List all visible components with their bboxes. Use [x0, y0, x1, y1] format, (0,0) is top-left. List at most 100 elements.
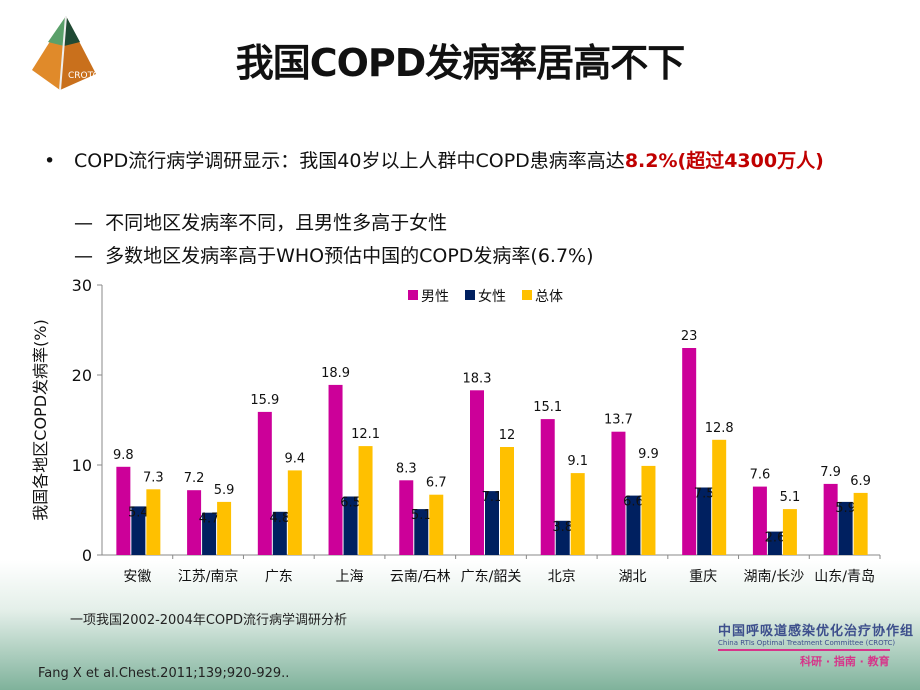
x-tick-label: 湖南/长沙	[744, 569, 805, 585]
data-label: 7.9	[820, 465, 841, 480]
data-label: 9.4	[284, 451, 305, 466]
source-note: 一项我国2002-2004年COPD流行病学调研分析	[70, 613, 348, 628]
data-label: 7.1	[482, 490, 503, 505]
x-tick-label: 上海	[336, 569, 364, 585]
dash: —	[74, 212, 93, 234]
x-tick-label: 湖北	[618, 569, 646, 585]
data-label: 8.3	[396, 461, 417, 476]
reference: Fang X et al.Chest.2011;139;920-929..	[38, 666, 290, 681]
bar-总体	[500, 447, 514, 555]
bar-总体	[429, 494, 444, 555]
crotc-logo: CROTC	[32, 15, 99, 91]
bar-总体	[570, 473, 585, 555]
org-name-en: China RTIs Optimal Treatment Committee (…	[718, 639, 896, 647]
bar-chart: 0 10 20 30 我国各地区COPD发病率(%) 安徽 9.8 5.4 7.3 江苏/南京 7.…	[31, 276, 881, 585]
bar-女性	[555, 520, 570, 555]
bar-女性	[838, 501, 853, 555]
bar-女性	[626, 495, 641, 555]
bullet-dot: •	[44, 150, 56, 172]
bar-总体	[287, 470, 302, 555]
legend-swatch	[465, 290, 475, 300]
data-label: 6.9	[850, 474, 871, 489]
data-label: 9.8	[113, 448, 134, 463]
bar-女性	[767, 531, 782, 555]
y-tick-label: 30	[72, 276, 92, 295]
bar-总体	[146, 489, 161, 555]
bar-女性	[202, 512, 217, 555]
bar-男性	[328, 384, 343, 555]
sub-bullet-text: 不同地区发病率不同，且男性多高于女性	[105, 212, 448, 234]
data-label: 15.1	[533, 400, 562, 415]
bar-总体	[782, 509, 797, 555]
data-label: 7.3	[143, 470, 164, 485]
svg-text:CROTC: CROTC	[68, 71, 99, 81]
sub-bullet-2: — 多数地区发病率高于WHO预估中国的COPD发病率(6.7%)	[74, 243, 594, 269]
bar-男性	[116, 466, 131, 555]
x-tick-label: 山东/青岛	[814, 569, 875, 585]
bullet-main: COPD流行病学调研显示：我国40岁以上人群中COPD患病率高达8.2%(超过4…	[74, 148, 874, 174]
bar-男性	[540, 419, 555, 555]
bar-总体	[358, 446, 373, 555]
data-label: 7.6	[750, 468, 771, 483]
x-tick-label: 重庆	[689, 569, 717, 585]
legend-swatch	[522, 290, 532, 300]
x-tick-label: 广东	[265, 569, 293, 585]
data-label: 4.8	[269, 511, 290, 526]
bar-总体	[712, 439, 727, 555]
bar-女性	[131, 506, 146, 555]
data-label: 5.1	[780, 490, 801, 505]
bar-女性	[343, 496, 358, 555]
bar-男性	[399, 480, 414, 555]
org-logo: 中国呼吸道感染优化治疗协作组 China RTIs Optimal Treatm…	[718, 620, 918, 669]
data-label: 18.9	[321, 366, 350, 381]
bullet-highlight: 8.2%(超过4300万人)	[624, 150, 824, 172]
y-tick-label: 10	[72, 456, 92, 475]
bullet-main-text: COPD流行病学调研显示：我国40岁以上人群中COPD患病率高达	[74, 150, 625, 172]
legend-label: 总体	[535, 289, 563, 305]
data-label: 23	[681, 329, 698, 344]
data-label: 5.4	[128, 505, 149, 520]
bar-总体	[641, 465, 656, 555]
data-label: 15.9	[250, 393, 279, 408]
x-tick-label: 广东/韶关	[461, 569, 522, 585]
legend-swatch	[408, 290, 418, 300]
sub-bullet-text: 多数地区发病率高于WHO预估中国的COPD发病率(6.7%)	[105, 245, 594, 267]
slide-title: 我国COPD发病率居高不下	[235, 41, 686, 85]
y-axis-label: 我国各地区COPD发病率(%)	[31, 319, 50, 520]
data-label: 4.7	[199, 512, 220, 527]
data-label: 12.8	[705, 421, 734, 436]
y-tick-label: 20	[72, 366, 92, 385]
x-tick-label: 北京	[548, 569, 576, 585]
y-tick-label: 0	[82, 546, 92, 565]
data-label: 13.7	[604, 413, 633, 428]
bar-总体	[217, 501, 232, 555]
bar-男性	[470, 390, 484, 555]
data-label: 3.8	[552, 520, 573, 535]
x-tick-label: 江苏/南京	[178, 569, 239, 585]
org-name-cn: 中国呼吸道感染优化治疗协作组	[718, 624, 915, 639]
data-label: 5.9	[214, 483, 235, 498]
data-label: 6.6	[623, 495, 644, 510]
bar-女性	[697, 487, 712, 555]
data-label: 6.5	[340, 496, 361, 511]
bar-女性	[272, 511, 287, 555]
data-label: 2.6	[765, 531, 786, 546]
bar-男性	[187, 490, 202, 555]
bar-男性	[752, 486, 767, 555]
data-label: 9.1	[567, 454, 588, 469]
data-label: 5.1	[411, 508, 432, 523]
bar-男性	[823, 483, 838, 555]
data-label: 9.9	[638, 447, 659, 462]
bar-男性	[682, 348, 697, 555]
legend-label: 女性	[478, 288, 506, 305]
dash: —	[74, 245, 93, 267]
data-label: 7.5	[694, 487, 715, 502]
bar-女性	[414, 509, 429, 555]
bar-男性	[611, 431, 626, 555]
data-label: 7.2	[184, 471, 205, 486]
x-tick-label: 云南/石林	[390, 569, 451, 585]
data-label: 18.3	[463, 371, 492, 386]
bar-男性	[257, 411, 272, 555]
data-label: 5.9	[835, 501, 856, 516]
legend-label: 男性	[421, 289, 449, 305]
